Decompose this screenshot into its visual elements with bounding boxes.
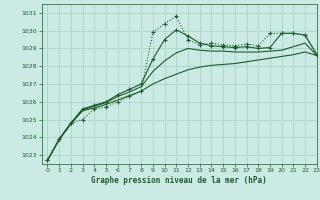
X-axis label: Graphe pression niveau de la mer (hPa): Graphe pression niveau de la mer (hPa) [91, 176, 267, 185]
